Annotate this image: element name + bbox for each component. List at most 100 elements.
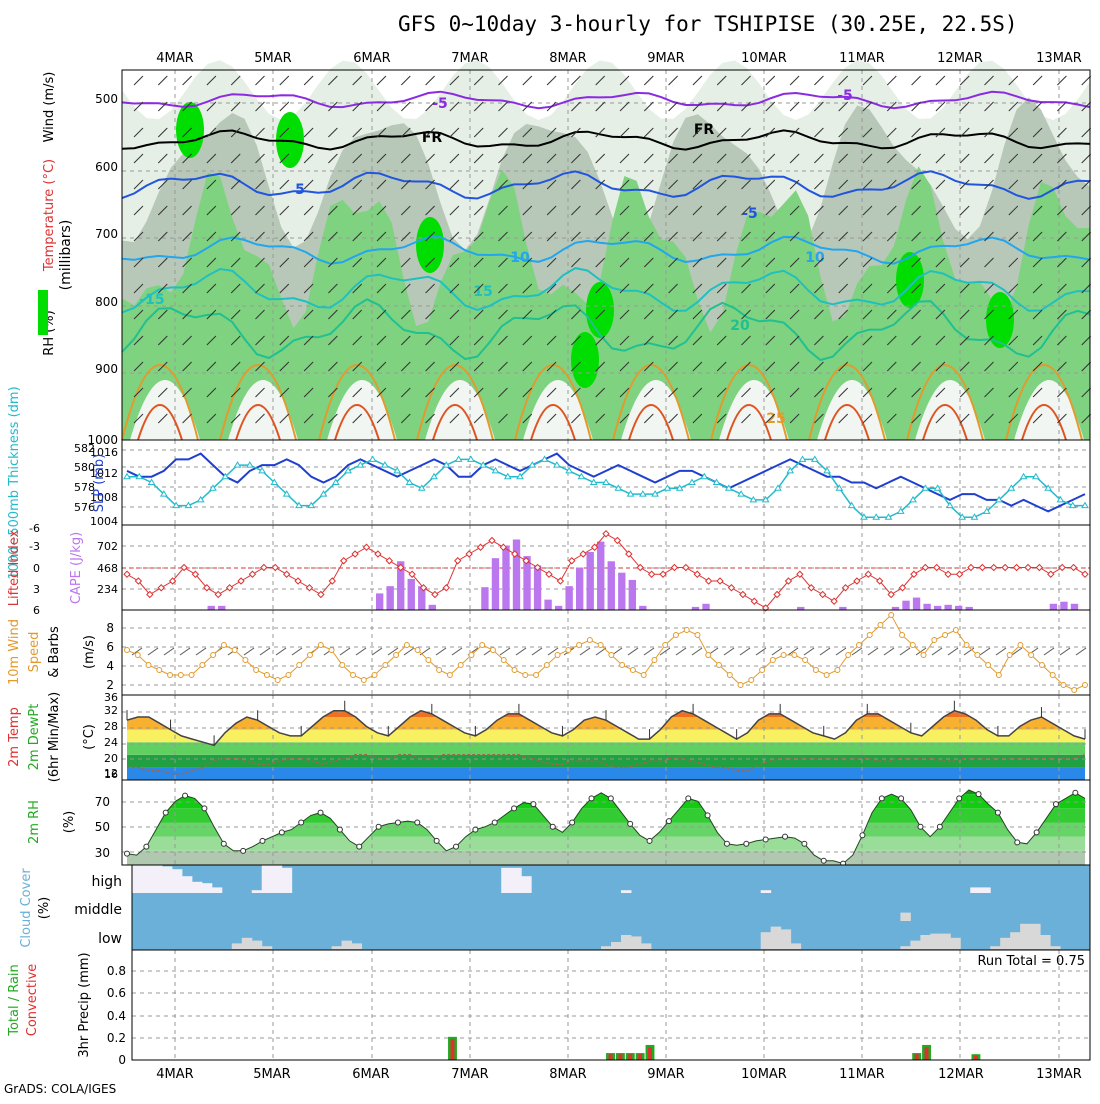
- wind-speed-point: [985, 662, 992, 668]
- rh2m-point: [956, 795, 963, 802]
- thickness-point: [159, 490, 168, 497]
- lifted-index-point: [362, 543, 371, 551]
- wind-barb: [571, 179, 581, 190]
- wind-barb: [789, 257, 800, 268]
- wind-speed-point: [382, 662, 389, 668]
- wind-barb: [157, 309, 168, 320]
- wind-barb: [619, 309, 630, 320]
- wind-barb: [279, 335, 290, 346]
- cape-bar: [607, 561, 615, 610]
- thickness-point: [503, 472, 512, 480]
- bottom-date-label: 5MAR: [253, 1067, 290, 1082]
- thickness-point: [454, 455, 463, 462]
- surface-wind-barb: [355, 647, 367, 656]
- surface-wind-barb: [339, 647, 351, 656]
- wind-barb: [814, 413, 824, 424]
- wind-speed-point: [963, 642, 970, 648]
- rh-max-patch: [416, 217, 444, 273]
- rh2m-point: [336, 826, 343, 833]
- wind-barb: [498, 231, 508, 242]
- wind-barb: [255, 127, 265, 138]
- wind-barb: [741, 309, 751, 320]
- wind-barb: [546, 101, 557, 112]
- cape-bar: [954, 605, 963, 610]
- wind-barb: [838, 283, 849, 294]
- wind-barb: [230, 205, 241, 216]
- wind-speed-point: [156, 667, 163, 673]
- wind-barb: [838, 257, 849, 268]
- wind-barb: [303, 179, 314, 190]
- wind-barb: [522, 283, 533, 294]
- surface-wind-barb: [659, 647, 671, 656]
- precip-tick: 0.2: [107, 1031, 126, 1045]
- lifted-index-point: [1001, 563, 1009, 572]
- wind-barb: [328, 361, 338, 372]
- surface-wind-barb: [531, 647, 543, 656]
- thickness-series-line: [127, 458, 1085, 518]
- surface-wind-barb: [723, 647, 735, 656]
- surface-wind-barb: [1075, 647, 1087, 656]
- cape-bar: [912, 597, 921, 610]
- wind-barb: [1008, 257, 1019, 268]
- wind-barb: [303, 153, 314, 164]
- wind-barb: [133, 335, 144, 346]
- lifted-index-point: [647, 570, 656, 578]
- surface-wind-barb: [931, 647, 943, 656]
- wind-barb: [959, 127, 970, 138]
- wind-barb: [716, 127, 727, 138]
- wind-barb: [157, 387, 168, 398]
- wind-barb: [1008, 413, 1019, 424]
- surface-wind-barb: [435, 647, 447, 656]
- wind-barb: [959, 231, 970, 242]
- thickness-point: [909, 495, 917, 503]
- rh2m-point: [298, 819, 305, 826]
- wind-barb: [668, 335, 678, 346]
- cloud-high-bar: [511, 867, 522, 893]
- thickness-point: [663, 484, 672, 491]
- wind-barb: [619, 413, 630, 424]
- wind-barb: [182, 153, 192, 164]
- bottom-date-label: 13MAR: [1036, 1067, 1082, 1082]
- wind-barb: [984, 335, 994, 346]
- wind-barb: [1032, 205, 1043, 216]
- wind-barb: [838, 231, 849, 242]
- temp-contour-30: [628, 404, 674, 441]
- wind-speed-point: [479, 642, 486, 648]
- wind-speed-point: [769, 657, 776, 663]
- contour-label: FR: [422, 130, 443, 146]
- wind-barb: [182, 127, 192, 138]
- surface-wind-barb: [787, 647, 799, 656]
- wind-barb: [400, 361, 411, 372]
- cape-bar: [702, 603, 710, 610]
- wind-speed-point: [1038, 662, 1045, 668]
- surface-wind-barb: [595, 647, 607, 656]
- temp-contour-30: [530, 404, 576, 441]
- bottom-date-label: 8MAR: [549, 1067, 586, 1082]
- wind-barb: [643, 413, 654, 424]
- cloud-low-bar: [910, 940, 921, 949]
- wind-barb: [328, 387, 338, 398]
- cloud-middle-bar: [900, 912, 911, 921]
- cloud-low-bar: [1040, 935, 1051, 949]
- cloud-high-bar: [271, 865, 283, 893]
- pressure-tick: 1000: [87, 433, 118, 447]
- surface-wind-barb: [403, 647, 415, 656]
- bottom-date-label: 7MAR: [451, 1067, 488, 1082]
- rh2m-point: [1033, 829, 1040, 836]
- wind-barb: [643, 387, 654, 398]
- thickness-point: [172, 501, 181, 509]
- chart-title: GFS 0~10day 3-hourly for TSHIPISE (30.25…: [398, 12, 1018, 36]
- wind-barb: [886, 231, 897, 242]
- rh2m-point: [220, 840, 227, 847]
- wind-barb: [425, 413, 435, 424]
- wind-label: Wind (m/s): [42, 72, 57, 143]
- rh2m-band: [127, 794, 1085, 809]
- wind-barb: [546, 75, 557, 86]
- wind-barb: [911, 283, 921, 294]
- wind-barb: [984, 127, 994, 138]
- wind-barb: [765, 413, 776, 424]
- wind-barb: [546, 257, 557, 268]
- cape-bar: [544, 599, 552, 610]
- temp-contour-25: [906, 364, 984, 441]
- wind-barb: [1032, 387, 1043, 398]
